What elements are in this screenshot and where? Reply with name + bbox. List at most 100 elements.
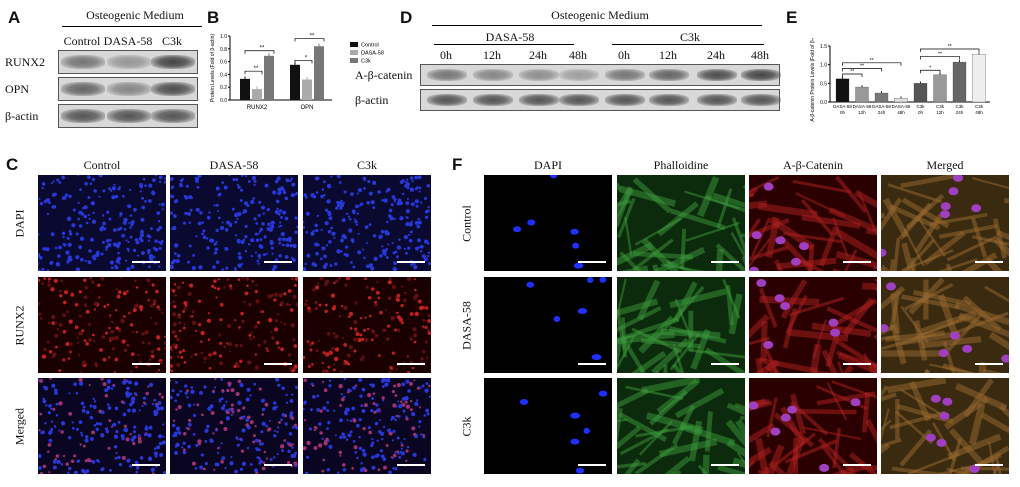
protein-band xyxy=(741,69,781,81)
bar xyxy=(835,78,850,103)
micrograph xyxy=(881,277,1009,373)
significance-label: * xyxy=(929,65,931,71)
scale-bar xyxy=(975,363,1003,365)
scale-bar xyxy=(711,363,739,365)
protein-band xyxy=(559,69,599,81)
row-label: Control xyxy=(459,205,474,242)
micrograph xyxy=(484,277,612,373)
row-label: OPN xyxy=(5,82,30,96)
scale-bar xyxy=(264,363,292,365)
column-label: DAPI xyxy=(533,158,562,172)
group-label: DASA-58 xyxy=(485,30,535,44)
legend-swatch xyxy=(350,50,358,55)
protein-band xyxy=(519,69,559,81)
scale-bar xyxy=(975,464,1003,466)
x-tick-label: DASA-58 0h xyxy=(833,104,852,115)
x-tick-label: C3k 12h xyxy=(936,104,945,115)
column-label: Control xyxy=(83,158,121,172)
group-label: C3k xyxy=(679,30,700,44)
x-tick-label: C3k 24h xyxy=(955,104,964,115)
micrograph xyxy=(484,175,612,271)
significance-label: ** xyxy=(938,51,942,57)
bar xyxy=(894,98,908,103)
panel-b-bar-chart: 0.0 0.2 0.4 0.6 0.8 1.0 Protein Levels (Fold o… xyxy=(210,34,384,111)
micrograph xyxy=(170,175,298,271)
x-tick-label: C3k 48h xyxy=(975,104,984,115)
x-tick-label: DASA-58 12h xyxy=(853,104,872,115)
y-tick-label: 1.0 xyxy=(820,63,827,69)
bar xyxy=(240,78,250,100)
scale-bar xyxy=(843,261,871,263)
x-tick-label: RUNX2 xyxy=(247,105,268,111)
row-label: β-actin xyxy=(5,109,39,123)
bar xyxy=(855,86,869,103)
panel-label-a: A xyxy=(8,8,21,27)
micrograph xyxy=(881,378,1009,474)
micrograph xyxy=(484,378,612,474)
lane-label: 24h xyxy=(529,48,547,62)
blot-strip xyxy=(420,64,781,86)
protein-band xyxy=(151,55,195,69)
micrograph xyxy=(881,175,1009,271)
micrograph xyxy=(749,277,877,373)
significance-label: ** xyxy=(850,69,854,75)
scale-bar xyxy=(578,261,606,263)
panel-label-f: F xyxy=(452,155,463,174)
protein-band xyxy=(427,69,467,81)
panel-label-d: D xyxy=(400,8,413,27)
bar xyxy=(290,64,300,100)
row-label: DASA-58 xyxy=(459,301,474,350)
protein-band xyxy=(427,94,467,106)
lane-label: 24h xyxy=(707,48,725,62)
panel-e-bar-chart: 0.0 0.5 1.0 1.5 A-β-catenin Protein Levels (… xyxy=(810,38,990,122)
column-label: Phalloidine xyxy=(653,158,709,172)
micrograph xyxy=(617,378,745,474)
row-label: RUNX2 xyxy=(12,305,27,346)
protein-band xyxy=(107,109,151,123)
bar xyxy=(302,79,312,100)
lane-label: 0h xyxy=(440,48,452,62)
bar xyxy=(933,74,947,103)
column-label: Merged xyxy=(926,158,964,172)
micrograph xyxy=(303,378,431,474)
legend-label: DASA-58 xyxy=(361,51,384,57)
significance-label: * xyxy=(305,55,308,61)
micrograph xyxy=(303,175,431,271)
column-label: DASA-58 xyxy=(209,158,259,172)
micrograph xyxy=(617,277,745,373)
row-label: RUNX2 xyxy=(5,55,46,69)
significance-label: ** xyxy=(870,58,874,64)
scale-bar xyxy=(132,363,160,365)
protein-band xyxy=(61,82,105,96)
bar xyxy=(972,54,986,103)
bar xyxy=(314,46,324,100)
row-label: DAPI xyxy=(12,209,27,238)
y-tick-label: 1.5 xyxy=(820,44,827,50)
group-line xyxy=(612,44,764,45)
scale-bar xyxy=(578,464,606,466)
x-tick-label: DASA-58 24h xyxy=(872,104,891,115)
micrograph xyxy=(749,378,877,474)
protein-band xyxy=(107,55,151,69)
protein-band xyxy=(61,55,105,69)
scale-bar xyxy=(975,261,1003,263)
protein-band xyxy=(107,82,151,96)
y-tick-label: 0.0 xyxy=(820,100,827,106)
header-line xyxy=(432,25,762,26)
bar xyxy=(264,55,274,100)
blot-strip xyxy=(58,77,198,101)
scale-bar xyxy=(711,261,739,263)
micrograph xyxy=(38,277,166,373)
scale-bar xyxy=(578,363,606,365)
significance-label: ** xyxy=(310,34,315,40)
column-label: A-β-Catenin xyxy=(782,158,844,172)
y-tick-label: 0.6 xyxy=(220,60,227,66)
scale-bar xyxy=(397,464,425,466)
significance-bracket xyxy=(244,70,263,75)
significance-bracket xyxy=(842,62,902,66)
blot-header: Osteogenic Medium xyxy=(551,8,649,22)
y-tick-label: 1.0 xyxy=(220,34,227,40)
scale-bar xyxy=(132,464,160,466)
lane-label: 12h xyxy=(659,48,677,62)
lane-label: 48h xyxy=(569,48,587,62)
